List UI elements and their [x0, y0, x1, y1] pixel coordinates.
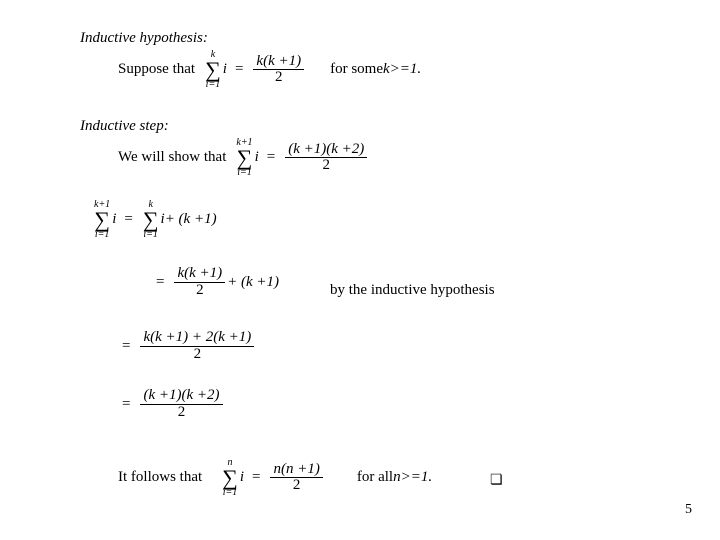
d3-eq: = — [122, 338, 130, 355]
d4-frac: (k +1)(k +2) 2 — [140, 388, 222, 421]
step-heading: Inductive step: — [80, 118, 169, 135]
step-lead: We will show that — [118, 149, 226, 166]
concl-summand: i — [240, 469, 244, 486]
d1-lhs-summand: i — [112, 211, 116, 228]
step-frac: (k +1)(k +2) 2 — [285, 142, 367, 175]
d1-eq: = — [124, 211, 132, 228]
d2-eq: = — [156, 274, 164, 291]
hypothesis-heading: Inductive hypothesis: — [80, 30, 208, 47]
hyp-summand: i — [223, 61, 227, 78]
d2-note: by the inductive hypothesis — [330, 282, 495, 299]
d4-eq: = — [122, 396, 130, 413]
step-line: We will show that k+1 ∑ i=1 i = (k +1)(k… — [118, 138, 369, 178]
d1-plus: + (k +1) — [165, 211, 217, 228]
concl-trail-a: for all — [357, 469, 393, 486]
concl-trail-b: n>=1. — [393, 469, 432, 486]
concl-sum: n ∑ i=1 — [222, 458, 238, 498]
step-summand: i — [255, 149, 259, 166]
deriv-line-3: = k(k +1) + 2(k +1) 2 — [122, 330, 256, 363]
page-number: 5 — [685, 502, 692, 518]
deriv-line-1: k+1 ∑ i=1 i = k ∑ i=1 i + (k +1) — [92, 200, 217, 240]
concl-frac: n(n +1) 2 — [270, 462, 322, 495]
concl-eq: = — [252, 469, 260, 486]
hyp-trail-a: for some — [330, 61, 383, 78]
d1-lhs-sum: k+1 ∑ i=1 — [94, 200, 110, 240]
hypothesis-lead: Suppose that — [118, 61, 195, 78]
hypothesis-line: Suppose that k ∑ i=1 i = k(k +1) 2 for s… — [118, 50, 421, 90]
d2-plus: + (k +1) — [227, 274, 279, 291]
hyp-trail-b: k>=1. — [383, 61, 421, 78]
conclusion-line: It follows that n ∑ i=1 i = n(n +1) 2 fo… — [118, 458, 432, 498]
d1-rhs-sum: k ∑ i=1 — [143, 200, 159, 240]
step-sum: k+1 ∑ i=1 — [236, 138, 252, 178]
conclusion-lead: It follows that — [118, 469, 202, 486]
hyp-sum: k ∑ i=1 — [205, 50, 221, 90]
d3-frac: k(k +1) + 2(k +1) 2 — [140, 330, 254, 363]
deriv-line-4: = (k +1)(k +2) 2 — [122, 388, 225, 421]
qed-icon: ❏ — [490, 472, 503, 489]
deriv-line-2: = k(k +1) 2 + (k +1) — [156, 266, 279, 299]
hyp-frac: k(k +1) 2 — [253, 54, 304, 87]
step-eq: = — [267, 149, 275, 166]
hyp-eq: = — [235, 61, 243, 78]
d2-frac: k(k +1) 2 — [174, 266, 225, 299]
